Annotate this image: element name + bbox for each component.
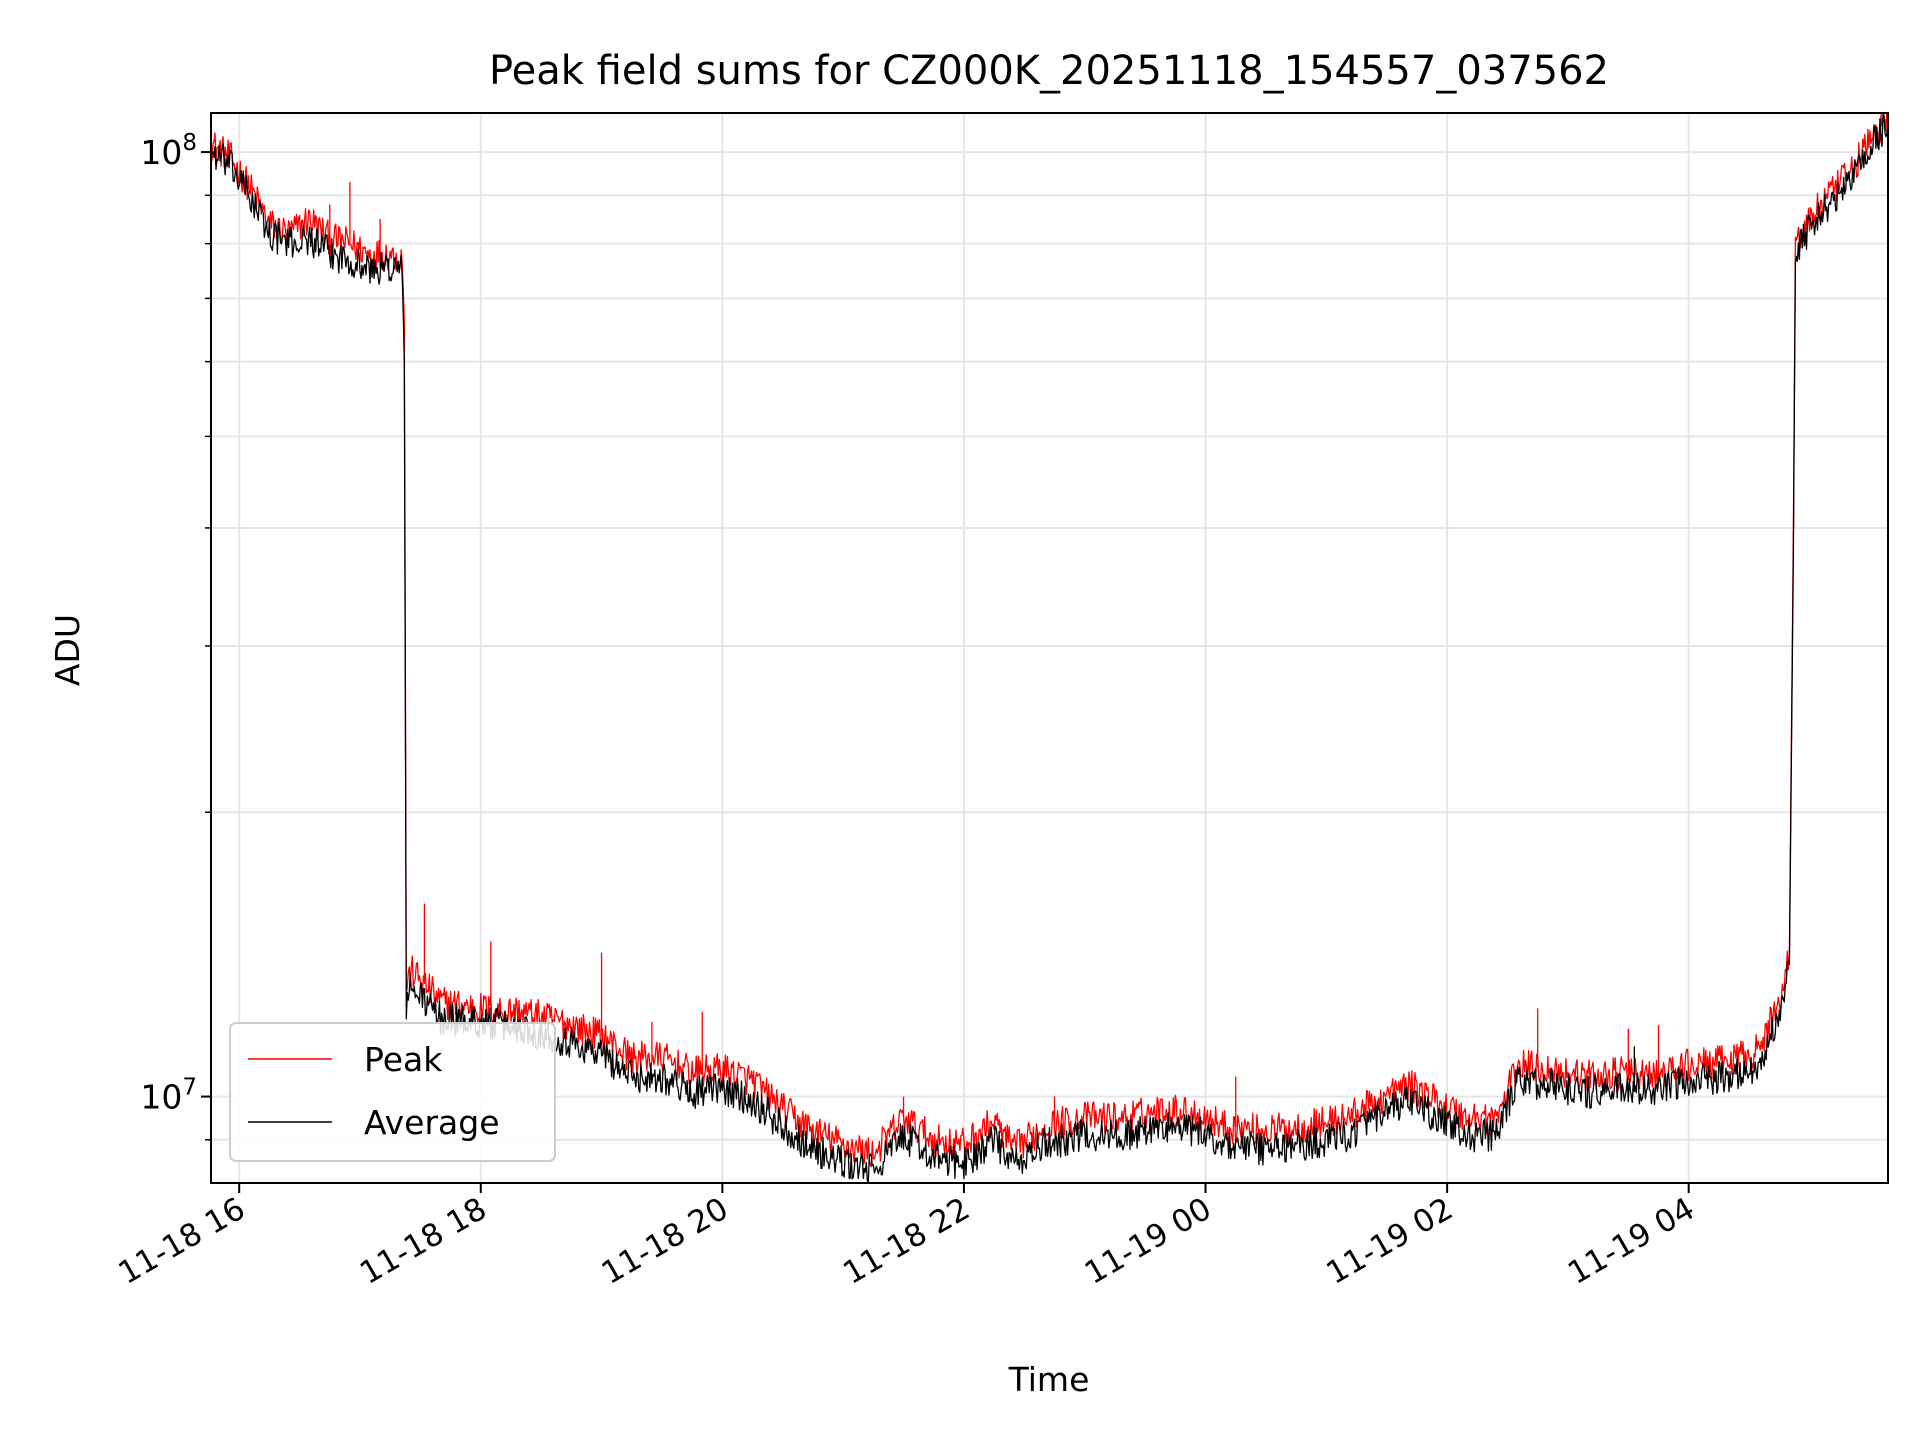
y-tick-label: 107 [140,1075,197,1117]
y-tick-label: 108 [140,130,197,172]
plot-frame [210,112,1889,1184]
y-axis: 107 108 [140,130,211,1141]
chart-title: Peak field sums for CZ000K_20251118_1545… [489,48,1609,94]
legend-peak-label: Peak [364,1040,443,1079]
x-axis-label: Time [1008,1360,1090,1399]
legend: Peak Average [229,1022,556,1162]
y-axis-label: ADU [48,614,87,686]
legend-box [229,1022,556,1162]
legend-average-label: Average [364,1103,500,1142]
